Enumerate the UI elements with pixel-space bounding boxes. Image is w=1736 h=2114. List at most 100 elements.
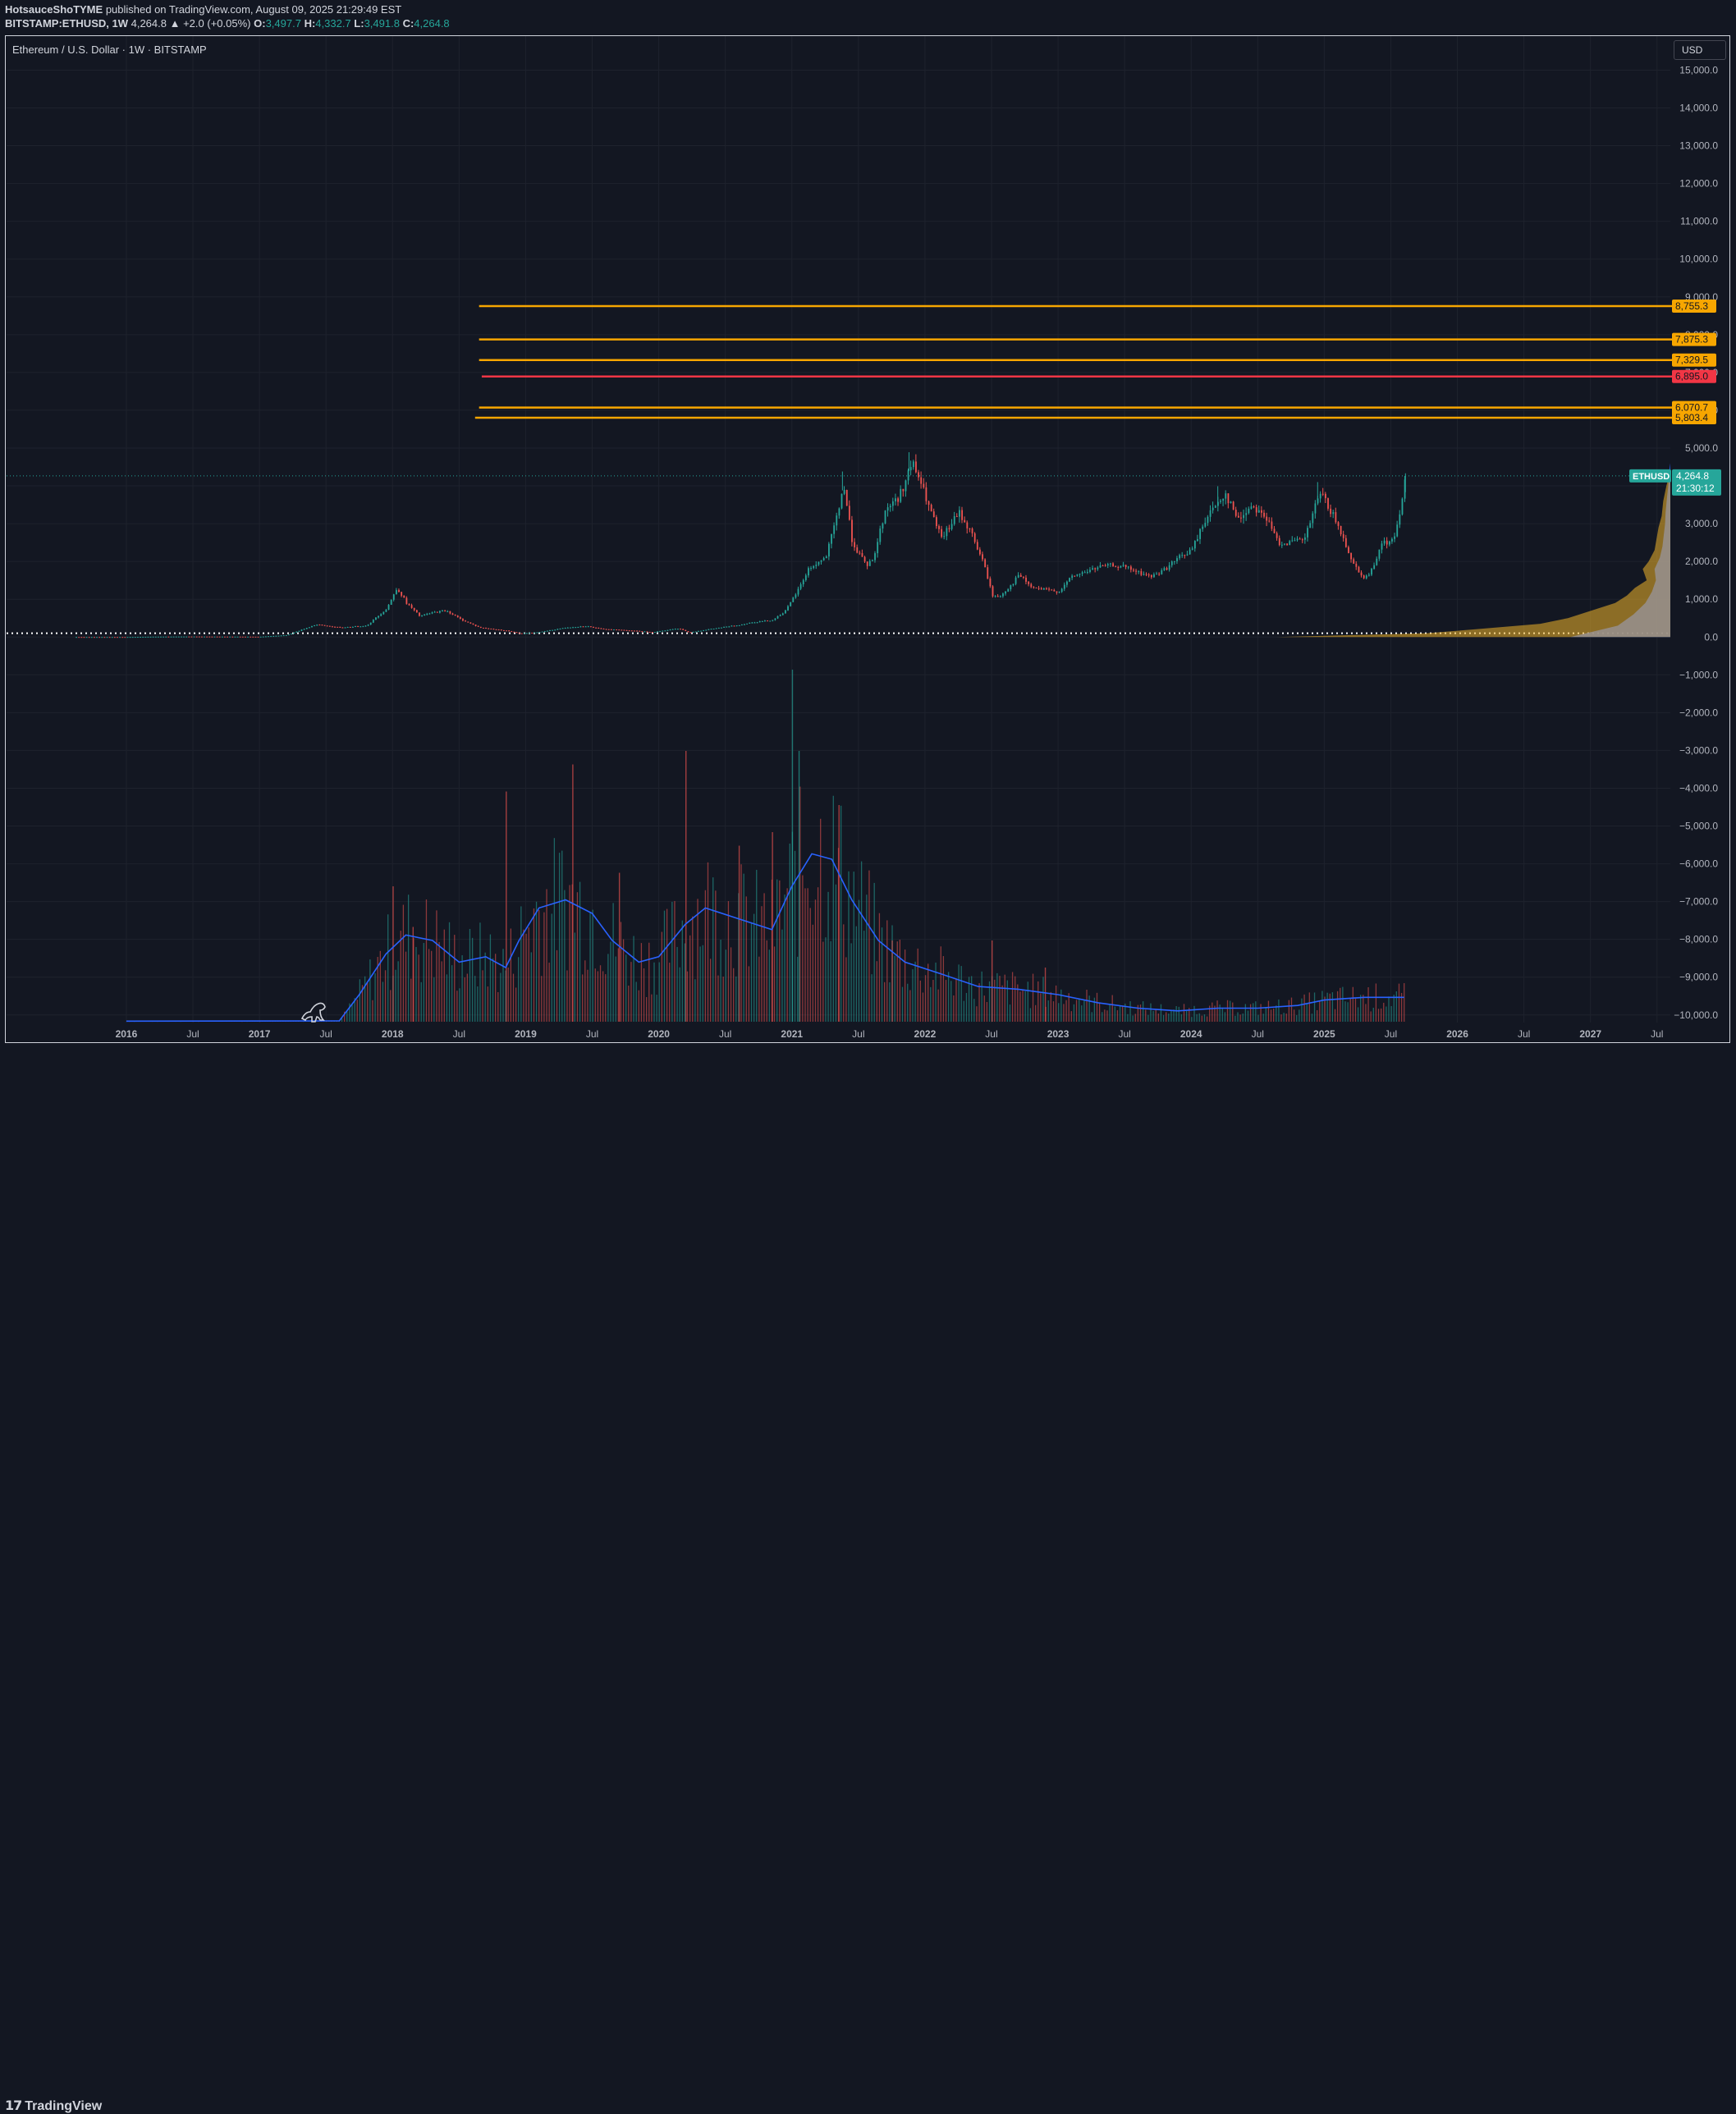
candle-body — [1227, 493, 1230, 504]
volume-bar — [1360, 995, 1362, 1022]
volume-bar — [364, 976, 366, 1022]
volume-bar — [354, 998, 355, 1022]
volume-bar — [715, 890, 717, 1022]
candle-body — [1145, 574, 1147, 575]
volume-bar — [1155, 1009, 1157, 1022]
low-value: 3,491.8 — [364, 17, 400, 30]
candle-body — [201, 636, 203, 638]
volume-bar — [541, 976, 543, 1022]
volume-bar — [1260, 1004, 1262, 1022]
volume-bar — [1301, 998, 1303, 1022]
candle-body — [733, 625, 735, 627]
candle-body — [802, 579, 804, 584]
candle-body — [1069, 578, 1070, 582]
volume-bar — [1326, 992, 1328, 1022]
candle-body — [314, 625, 316, 626]
volume-bar — [973, 999, 975, 1022]
volume-bar — [1173, 1009, 1175, 1022]
candle-body — [905, 480, 907, 492]
candle-body — [419, 612, 420, 616]
candle-body — [804, 575, 807, 580]
volume-bar — [612, 903, 614, 1022]
candle-body — [1257, 510, 1260, 513]
candle-body — [761, 620, 763, 622]
last-price-tag — [1672, 469, 1721, 496]
volume-bar — [1132, 1015, 1134, 1022]
candle-body — [689, 632, 692, 634]
candle-body — [751, 622, 753, 624]
candle-body — [467, 621, 469, 623]
candle-body — [884, 510, 886, 524]
candle-body — [613, 629, 615, 631]
candle-body — [950, 524, 953, 529]
volume-bar — [1319, 1000, 1321, 1022]
candle-body — [332, 626, 333, 628]
volume-bar — [1390, 1005, 1392, 1022]
volume-bar — [346, 1011, 348, 1022]
candle-body — [188, 636, 190, 638]
candle-body — [1284, 543, 1285, 545]
candle-body — [76, 637, 77, 638]
candle-body — [697, 630, 699, 632]
volume-bar — [543, 912, 545, 1022]
candle-body — [1030, 583, 1033, 588]
volume-bar — [1342, 986, 1344, 1022]
candle-body — [774, 618, 776, 620]
volume-bar — [733, 968, 735, 1022]
candle-body — [523, 633, 525, 634]
candle-body — [451, 613, 454, 615]
candle-body — [808, 568, 809, 576]
x-tick-label: Jul — [1385, 1028, 1397, 1040]
candle-body — [264, 636, 267, 638]
candle-body — [1319, 493, 1321, 499]
volume-bar — [722, 977, 724, 1022]
volume-bar — [402, 904, 405, 1022]
candle-body — [1166, 568, 1168, 570]
candle-body — [144, 636, 147, 638]
author-name[interactable]: HotsauceShoTYME — [5, 3, 103, 16]
y-tick-label: 11,000.0 — [1680, 216, 1718, 227]
candle-body — [856, 547, 859, 553]
candle-body — [851, 519, 853, 542]
volume-bar — [671, 901, 673, 1022]
candle-body — [1204, 523, 1207, 527]
volume-bar — [1306, 1004, 1308, 1022]
y-tick-label: −4,000.0 — [1679, 782, 1718, 794]
volume-bar — [889, 982, 891, 1022]
candle-body — [623, 629, 625, 631]
candle-body — [157, 636, 159, 638]
candle-body — [250, 636, 252, 638]
candle-body — [1296, 538, 1299, 541]
candle-body — [398, 590, 400, 593]
candle-body — [277, 635, 280, 637]
candle-body — [1181, 555, 1184, 556]
candle-body — [101, 637, 103, 638]
candle-body — [241, 636, 244, 638]
currency-selector[interactable]: USD — [1674, 40, 1726, 60]
candle-body — [239, 636, 241, 638]
candle-body — [254, 636, 257, 638]
candle-body — [915, 461, 917, 473]
volume-bar — [438, 941, 440, 1022]
candle-body — [746, 623, 749, 625]
level-price-label: 5,803.4 — [1675, 412, 1708, 423]
candle-body — [1202, 526, 1204, 529]
x-tick-label: Jul — [453, 1028, 465, 1040]
volume-bar — [1193, 1005, 1195, 1022]
volume-bar — [758, 956, 760, 1022]
volume-bar — [745, 896, 747, 1022]
candle-body — [382, 611, 385, 615]
volume-bar — [1116, 1010, 1119, 1022]
price-chart[interactable]: 15,000.0 14,000.0 13,000.0 12,000.0 11,000.0… — [0, 0, 1736, 1075]
volume-bar — [884, 982, 886, 1022]
volume-bar — [1352, 986, 1354, 1022]
candle-body — [1023, 576, 1024, 578]
candle-body — [78, 637, 80, 638]
candle-body — [664, 630, 666, 632]
volume-bar — [1367, 987, 1369, 1022]
tradingview-logo[interactable]: 𝟭𝟳 TradingView — [5, 2098, 102, 2114]
candle-body — [349, 626, 351, 628]
candle-body — [378, 615, 379, 618]
candle-body — [902, 488, 905, 492]
candle-body — [973, 533, 976, 542]
